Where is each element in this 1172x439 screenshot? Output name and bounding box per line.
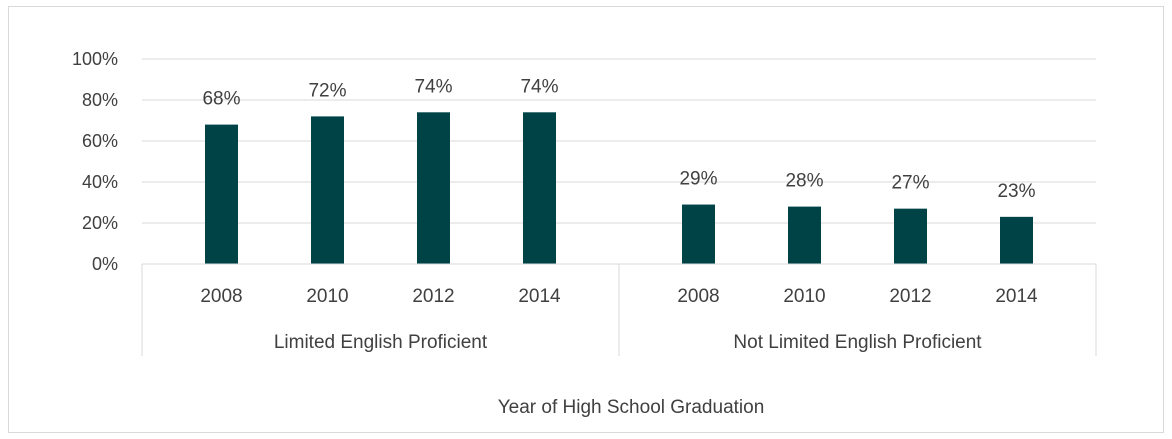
x-tick-label: 2008 <box>200 286 242 307</box>
bar <box>417 112 450 264</box>
data-label: 29% <box>679 169 717 190</box>
data-label: 74% <box>414 76 452 97</box>
bar <box>788 206 821 264</box>
bar <box>205 124 238 264</box>
chart-frame <box>8 6 1164 433</box>
data-label: 74% <box>520 76 558 97</box>
y-tick-label: 60% <box>82 131 118 151</box>
x-tick-label: 2012 <box>412 286 454 307</box>
x-tick-label: 2008 <box>677 286 719 307</box>
x-tick-label: 2012 <box>889 286 931 307</box>
y-axis: 0% 20% 40% 60% 80% 100% <box>72 49 118 274</box>
bar <box>1000 216 1033 264</box>
x-tick-label: 2010 <box>783 286 825 307</box>
data-labels: 68% 72% 74% 74% 29% 28% 27% 23% <box>202 76 1035 202</box>
bar <box>311 116 344 265</box>
data-label: 68% <box>202 89 240 110</box>
data-label: 72% <box>308 80 346 101</box>
x-tick-label: 2014 <box>518 286 561 307</box>
data-label: 28% <box>785 171 823 192</box>
bar <box>523 112 556 264</box>
y-tick-label: 40% <box>82 172 118 192</box>
x-tick-label: 2014 <box>995 286 1038 307</box>
y-tick-label: 0% <box>92 254 118 274</box>
gridlines <box>142 58 1096 224</box>
group-label: Not Limited English Proficient <box>733 332 982 353</box>
y-tick-label: 20% <box>82 213 118 233</box>
bar <box>682 204 715 264</box>
bar <box>894 208 927 264</box>
y-tick-label: 100% <box>72 49 118 69</box>
x-tick-label: 2010 <box>306 286 348 307</box>
group-label: Limited English Proficient <box>274 332 488 353</box>
data-label: 23% <box>997 181 1035 202</box>
bars <box>205 112 1033 265</box>
x-axis-title: Year of High School Graduation <box>498 397 765 418</box>
data-label: 27% <box>891 173 929 194</box>
y-tick-label: 80% <box>82 90 118 110</box>
x-axis: 2008 2010 2012 2014 Limited English Proficie… <box>141 263 1097 356</box>
